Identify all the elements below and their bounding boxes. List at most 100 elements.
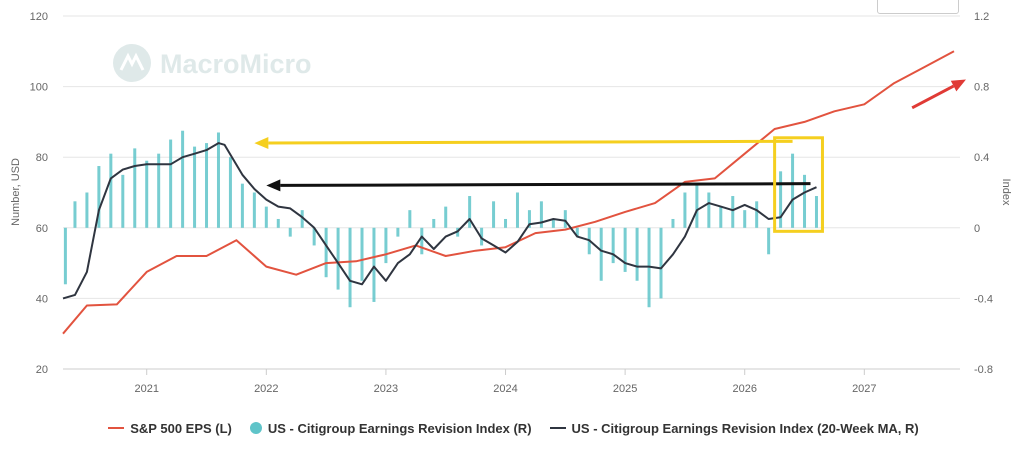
revision-bar	[515, 192, 519, 228]
macromicro-logo-mark	[119, 52, 145, 71]
revision-bar	[216, 132, 220, 228]
revision-bar	[205, 143, 209, 228]
revision-bar	[97, 166, 101, 228]
y-right-tick-label: -0.4	[974, 293, 993, 305]
black-arrow-head	[266, 179, 281, 192]
revision-bar	[707, 192, 711, 228]
revision-bar	[551, 218, 555, 228]
revision-bar	[791, 153, 795, 228]
highlight-box	[773, 136, 824, 233]
legend-item-revision-ma[interactable]: US - Citigroup Earnings Revision Index (…	[549, 420, 919, 436]
y-right-tick-label: -0.8	[974, 364, 993, 376]
revision-bar	[408, 210, 412, 228]
revision-bar	[109, 153, 113, 228]
revision-bar	[575, 227, 579, 237]
revision-bar	[743, 210, 747, 228]
revision-bar	[635, 227, 639, 281]
revision-bar	[384, 227, 388, 264]
revision-bar	[63, 227, 67, 285]
revision-bar	[719, 206, 723, 228]
x-tick-label: 2021	[134, 383, 158, 395]
chart-canvas: MacroMicro 20 40 60 80 100 120 -0.8 -0.4 0 0.4 0.8…	[10, 11, 1012, 395]
axes: 20 40 60 80 100 120 -0.8 -0.4 0 0.4 0.8 1.2 2021 2022…	[30, 11, 993, 395]
red-arrow-head	[950, 79, 966, 92]
revision-bar	[671, 218, 675, 228]
revision-bar	[755, 201, 759, 228]
y-left-tick-label: 40	[36, 293, 48, 305]
x-tick-label: 2023	[374, 383, 398, 395]
revision-bar	[324, 227, 328, 278]
revision-bar	[504, 218, 508, 228]
revision-bars	[63, 130, 824, 308]
revision-bar	[288, 227, 292, 237]
revision-bar	[396, 227, 400, 237]
revision-bar	[73, 201, 77, 228]
legend-dot-symbol-revision	[249, 422, 262, 434]
revision-bar	[611, 227, 615, 264]
revision-bar	[779, 171, 783, 228]
revision-bar	[252, 192, 256, 228]
revision-bar	[181, 130, 185, 228]
revision-bar	[336, 227, 340, 290]
revision-bar	[145, 160, 149, 228]
legend-label-ma: US - Citigroup Earnings Revision Index (…	[571, 420, 919, 436]
y-right-tick-label: 0.4	[974, 152, 989, 164]
legend-item-eps[interactable]: S&P 500 EPS (L)	[108, 421, 232, 436]
revision-bar	[527, 210, 531, 228]
y-left-axis-label: Number, USD	[10, 158, 22, 226]
revision-bar	[264, 206, 268, 228]
revision-bar	[348, 227, 352, 308]
y-right-tick-label: 0.8	[974, 82, 989, 94]
y-left-tick-label: 60	[36, 223, 48, 235]
revision-bar	[623, 227, 627, 272]
y-left-tick-label: 120	[30, 11, 48, 23]
revision-bar	[169, 139, 173, 228]
revision-bar	[659, 227, 663, 299]
annotations	[254, 79, 966, 233]
eps-line	[62, 50, 955, 335]
revision-bar	[157, 153, 161, 228]
x-tick-label: 2025	[613, 383, 637, 395]
revision-bar	[276, 218, 280, 228]
x-tick-label: 2022	[254, 383, 278, 395]
revision-bar	[563, 210, 567, 228]
x-tick-label: 2026	[732, 383, 756, 395]
legend: S&P 500 EPS (L) US - Citigroup Earnings …	[0, 416, 1027, 440]
revision-bar	[803, 174, 807, 228]
revision-bar	[599, 227, 603, 281]
y-left-tick-label: 100	[30, 82, 48, 94]
legend-label-eps: S&P 500 EPS (L)	[130, 420, 232, 436]
legend-line-symbol-ma	[549, 427, 566, 429]
revision-bar	[312, 227, 316, 246]
revision-bar	[731, 196, 735, 228]
y-right-axis-label: Index	[1000, 179, 1012, 206]
y-left-tick-label: 80	[36, 152, 48, 164]
series-lines	[62, 50, 955, 335]
yellow-arrow-line	[268, 139, 793, 145]
y-right-tick-label: 1.2	[974, 11, 989, 23]
legend-item-revision-index[interactable]: US - Citigroup Earnings Revision Index (…	[249, 420, 532, 436]
y-right-tick-label: 0	[974, 223, 980, 235]
red-arrow-line	[911, 84, 955, 110]
revision-bar	[228, 157, 232, 228]
watermark: MacroMicro	[113, 44, 312, 82]
legend-label-revision: US - Citigroup Earnings Revision Index (…	[267, 420, 532, 436]
revision-bar	[420, 227, 424, 255]
black-arrow-line	[280, 182, 811, 187]
revision-bar	[767, 227, 771, 255]
revision-bar	[193, 146, 197, 228]
chart-menu-button[interactable]	[877, 0, 959, 14]
revision-bar	[468, 196, 472, 228]
x-tick-label: 2024	[493, 383, 517, 395]
revision-bar	[360, 227, 364, 281]
revision-bar	[300, 210, 304, 228]
revision-bar	[539, 201, 543, 228]
y-left-tick-label: 20	[36, 364, 48, 376]
revision-bar	[683, 192, 687, 228]
legend-line-symbol-eps	[108, 427, 125, 429]
revision-bar	[240, 183, 244, 228]
revision-bar	[814, 196, 818, 228]
revision-bar	[492, 201, 496, 228]
yellow-arrow-head	[254, 137, 269, 150]
x-tick-label: 2027	[852, 383, 876, 395]
